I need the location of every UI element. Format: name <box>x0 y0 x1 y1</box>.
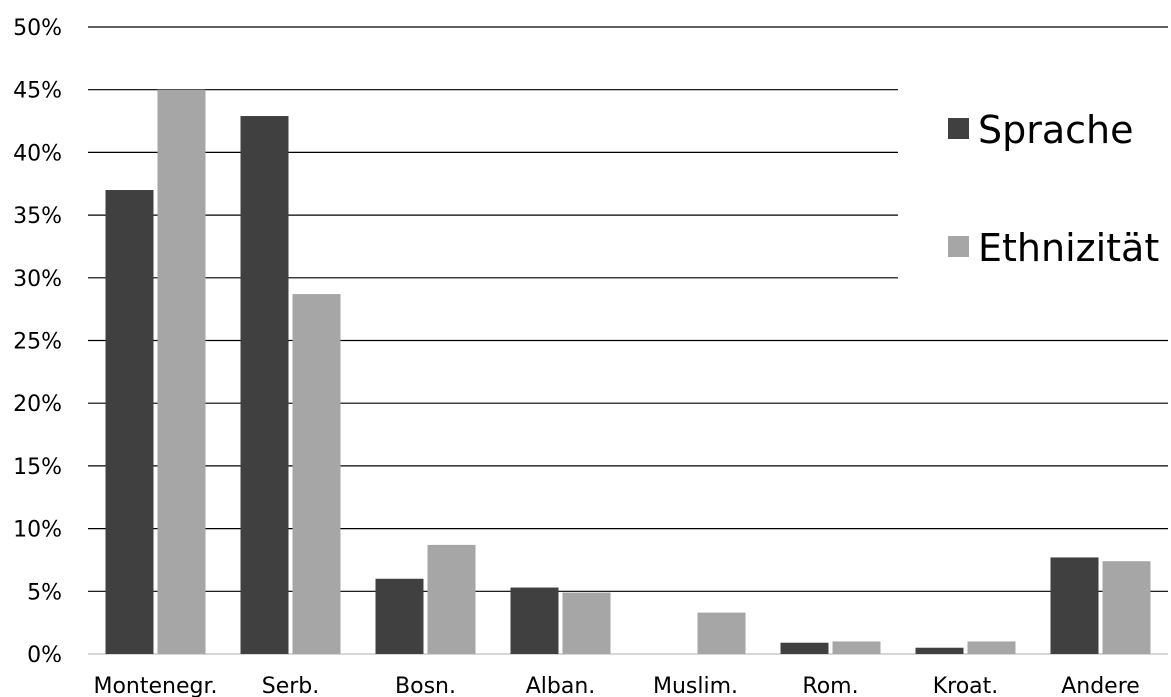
x-category-label: Muslim. <box>653 674 738 697</box>
bar-ethnizitaet-7 <box>1102 561 1151 654</box>
x-category-label: Rom. <box>802 674 858 697</box>
bar-ethnizitaet-6 <box>967 641 1016 654</box>
bars <box>105 89 1151 654</box>
y-tick-label: 50% <box>13 16 62 41</box>
bar-sprache-0 <box>105 190 154 654</box>
bar-sprache-2 <box>375 578 424 654</box>
bar-ethnizitaet-3 <box>562 592 611 654</box>
y-tick-label: 25% <box>13 330 62 355</box>
y-tick-label: 45% <box>13 79 62 104</box>
y-tick-label: 15% <box>13 455 62 480</box>
x-category-label: Bosn. <box>395 674 456 697</box>
bar-sprache-5 <box>780 642 829 654</box>
x-category-label: Alban. <box>526 674 596 697</box>
bar-sprache-6 <box>915 647 964 654</box>
y-tick-label: 40% <box>13 141 62 166</box>
y-tick-label: 10% <box>13 518 62 543</box>
legend-label-ethnizitaet: Ethnizität <box>978 226 1159 270</box>
legend-swatch-ethnizitaet <box>948 236 969 257</box>
y-tick-label: 30% <box>13 267 62 292</box>
x-category-label: Kroat. <box>933 674 999 697</box>
bar-ethnizitaet-5 <box>832 641 881 654</box>
bar-sprache-3 <box>510 587 559 654</box>
bar-sprache-1 <box>240 116 289 654</box>
x-axis-categories: Montenegr. Serb. Bosn. Alban. Muslim. Rom. Kro… <box>93 674 1139 697</box>
x-category-label: Serb. <box>262 674 320 697</box>
bar-ethnizitaet-0 <box>157 89 206 654</box>
y-tick-label: 5% <box>27 580 62 605</box>
bar-ethnizitaet-4 <box>697 612 746 654</box>
y-axis-ticks: 0% 5% 10% 15% 20% 25% 30% 35% 40% 45% 50% <box>13 16 62 668</box>
bar-sprache-7 <box>1050 557 1099 654</box>
bar-ethnizitaet-2 <box>427 544 476 654</box>
y-tick-label: 35% <box>13 204 62 229</box>
bar-ethnizitaet-1 <box>292 294 341 654</box>
x-category-label: Andere <box>1061 674 1140 697</box>
legend: Sprache Ethnizität <box>948 108 1159 270</box>
x-category-label: Montenegr. <box>93 674 217 697</box>
legend-label-sprache: Sprache <box>978 108 1134 152</box>
y-tick-label: 20% <box>13 392 62 417</box>
legend-swatch-sprache <box>948 118 969 139</box>
y-tick-label: 0% <box>27 643 62 668</box>
